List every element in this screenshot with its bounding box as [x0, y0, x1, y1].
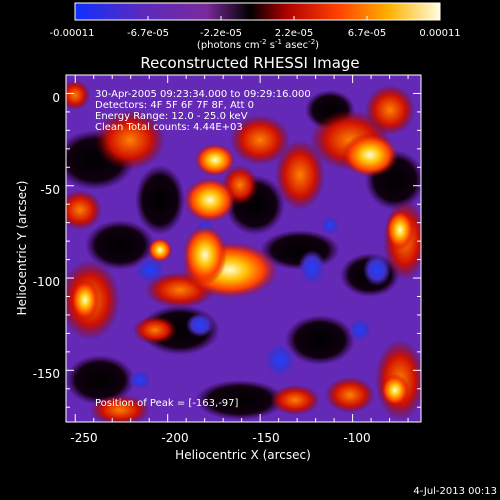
colorbar-tick-label: -0.00011 — [50, 28, 95, 39]
colorbar-tick-label: 0.00011 — [419, 28, 460, 39]
x-tick-label: -250 — [70, 431, 97, 445]
colorbar — [75, 3, 440, 20]
image-area — [66, 75, 421, 422]
x-tick-label: -150 — [252, 431, 279, 445]
footer-date: 4-Jul-2013 00:13 — [413, 486, 497, 497]
x-axis-label: Heliocentric X (arcsec) — [175, 448, 311, 462]
y-tick-label: 0 — [52, 91, 60, 105]
x-tick-label: -200 — [161, 431, 188, 445]
info-line-counts: Clean Total counts: 4.44E+03 — [95, 122, 243, 133]
info-line-time: 30-Apr-2005 09:23:34.000 to 09:29:16.000 — [95, 89, 311, 100]
plot-title: Reconstructed RHESSI Image — [140, 54, 359, 72]
info-line-detectors: Detectors: 4F 5F 6F 7F 8F, Att 0 — [95, 100, 254, 111]
y-tick-label: -100 — [33, 275, 60, 289]
axis-ticks — [66, 74, 421, 422]
y-tick-label: -150 — [33, 367, 60, 381]
colorbar-frame — [74, 2, 441, 21]
y-tick-label: -50 — [40, 183, 60, 197]
x-tick-label: -100 — [343, 431, 370, 445]
hot-blobs — [71, 133, 414, 406]
colorbar-tick-marks — [74, 16, 441, 20]
plot-frame — [65, 74, 422, 423]
colorbar-tick-label: -2.2e-05 — [200, 28, 242, 39]
colorbar-units: (photons cm-2 s-1 asec-2) — [197, 38, 319, 51]
peak-position: Position of Peak = [-163,-97] — [95, 398, 239, 409]
colorbar-tick-label: 2.2e-05 — [275, 28, 313, 39]
colorbar-tick-label: -6.7e-05 — [127, 28, 169, 39]
colorbar-tick-label: 6.7e-05 — [348, 28, 386, 39]
info-line-energy: Energy Range: 12.0 - 25.0 keV — [95, 111, 248, 122]
y-axis-label: Heliocentric Y (arcsec) — [15, 181, 29, 316]
